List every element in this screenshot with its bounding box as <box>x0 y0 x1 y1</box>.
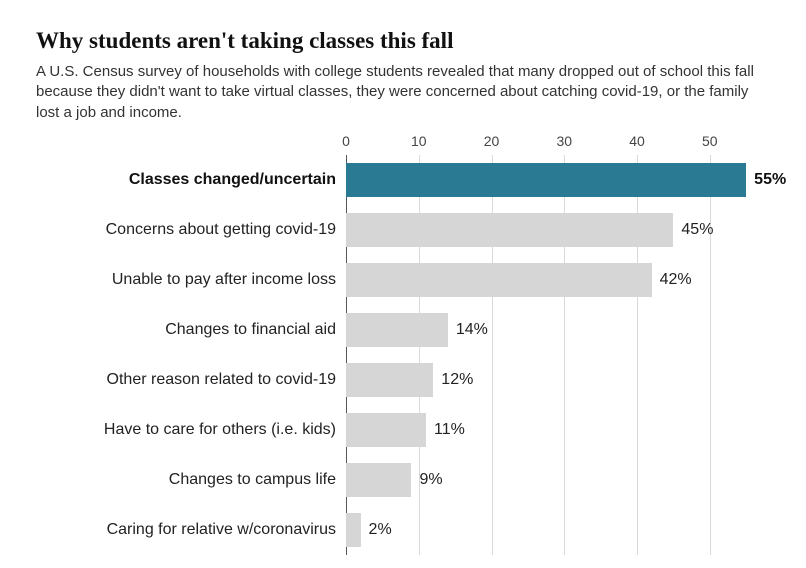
bar <box>346 463 411 497</box>
bar-row: Have to care for others (i.e. kids) 11% <box>36 405 768 455</box>
bar-value: 14% <box>456 321 488 339</box>
bar-label: Caring for relative w/coronavirus <box>36 521 346 539</box>
bar-area: 45% <box>346 205 768 255</box>
bar <box>346 213 673 247</box>
bar-area: 42% <box>346 255 768 305</box>
bar-value: 42% <box>660 271 692 289</box>
bar-row: Changes to financial aid 14% <box>36 305 768 355</box>
bar <box>346 363 433 397</box>
bar-label: Classes changed/uncertain <box>36 171 346 189</box>
bar-label: Have to care for others (i.e. kids) <box>36 421 346 439</box>
bar-value: 9% <box>419 471 442 489</box>
bar <box>346 513 361 547</box>
bar-value: 45% <box>681 221 713 239</box>
bar-row: Other reason related to covid-19 12% <box>36 355 768 405</box>
plot-area: Classes changed/uncertain55%Concerns abo… <box>36 155 768 555</box>
x-axis-tick: 10 <box>411 133 427 149</box>
bar-area: 12% <box>346 355 768 405</box>
bar-row: Caring for relative w/coronavirus 2% <box>36 505 768 555</box>
bar <box>346 413 426 447</box>
bar-area: 2% <box>346 505 768 555</box>
bar-row: Changes to campus life 9% <box>36 455 768 505</box>
bar-value: 55% <box>754 171 786 189</box>
x-axis: 0 10 20 30 40 50 <box>36 133 768 155</box>
x-axis-tick: 0 <box>342 133 350 149</box>
bar-chart: 0 10 20 30 40 50 Classes changed/uncertain55%… <box>36 133 768 555</box>
bar-value: 12% <box>441 371 473 389</box>
bar-area: 11% <box>346 405 768 455</box>
bar-row: Classes changed/uncertain55% <box>36 155 768 205</box>
bar-area: 14% <box>346 305 768 355</box>
bar <box>346 313 448 347</box>
x-axis-tick: 20 <box>484 133 500 149</box>
bar <box>346 163 746 197</box>
bar-area: 9% <box>346 455 768 505</box>
bar-area: 55% <box>346 155 768 205</box>
chart-subtitle: A U.S. Census survey of households with … <box>36 62 756 123</box>
bar-label: Changes to financial aid <box>36 321 346 339</box>
bar-label: Changes to campus life <box>36 471 346 489</box>
bar-label: Other reason related to covid-19 <box>36 371 346 389</box>
chart-title: Why students aren't taking classes this … <box>36 28 770 54</box>
bar-row: Concerns about getting covid-19 45% <box>36 205 768 255</box>
x-axis-tick: 50 <box>702 133 718 149</box>
x-axis-tick: 30 <box>556 133 572 149</box>
bar-value: 11% <box>434 421 465 439</box>
bar-row: Unable to pay after income loss 42% <box>36 255 768 305</box>
bar <box>346 263 652 297</box>
bar-value: 2% <box>369 521 392 539</box>
x-axis-tick: 40 <box>629 133 645 149</box>
bar-label: Unable to pay after income loss <box>36 271 346 289</box>
bar-label: Concerns about getting covid-19 <box>36 221 346 239</box>
